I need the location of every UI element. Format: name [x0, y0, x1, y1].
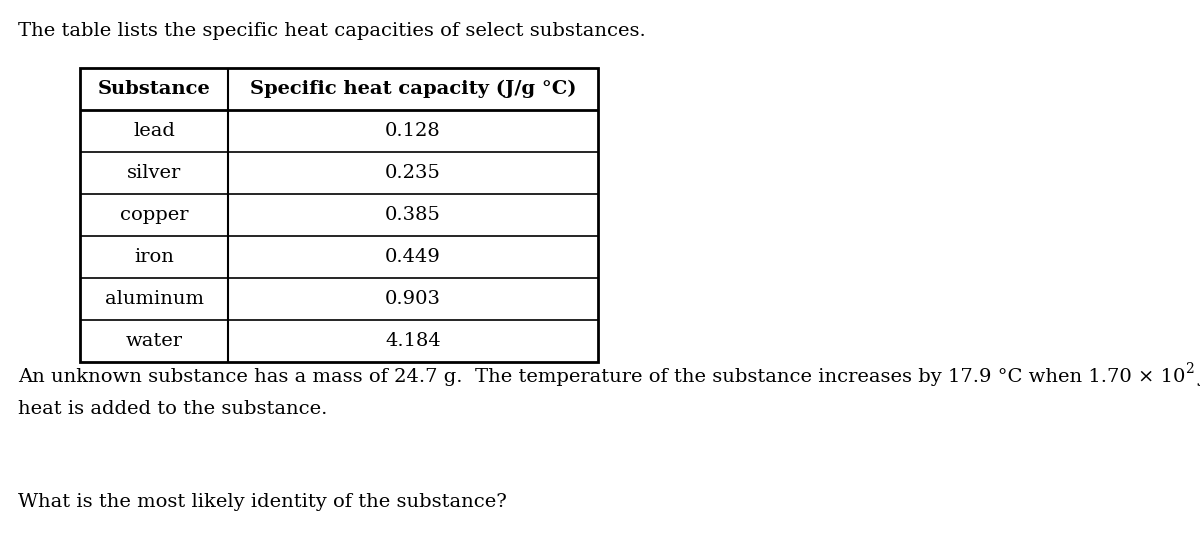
- Text: 0.449: 0.449: [385, 248, 440, 266]
- Text: heat is added to the substance.: heat is added to the substance.: [18, 400, 328, 418]
- Text: water: water: [126, 332, 182, 350]
- Text: aluminum: aluminum: [104, 290, 204, 308]
- Text: Substance: Substance: [97, 80, 210, 98]
- Text: 0.235: 0.235: [385, 164, 440, 182]
- Text: The table lists the specific heat capacities of select substances.: The table lists the specific heat capaci…: [18, 22, 646, 40]
- Text: copper: copper: [120, 206, 188, 224]
- Text: 0.128: 0.128: [385, 122, 440, 140]
- Text: J of: J of: [1193, 368, 1200, 386]
- Text: lead: lead: [133, 122, 175, 140]
- Text: 4.184: 4.184: [385, 332, 440, 350]
- Text: 0.385: 0.385: [385, 206, 440, 224]
- Text: What is the most likely identity of the substance?: What is the most likely identity of the …: [18, 493, 506, 511]
- Text: silver: silver: [127, 164, 181, 182]
- Text: Specific heat capacity (J/g °C): Specific heat capacity (J/g °C): [250, 80, 576, 98]
- Text: An unknown substance has a mass of 24.7 g.  The temperature of the substance inc: An unknown substance has a mass of 24.7 …: [18, 368, 1186, 386]
- Text: 0.903: 0.903: [385, 290, 442, 308]
- Text: iron: iron: [134, 248, 174, 266]
- Text: 2: 2: [1186, 362, 1194, 376]
